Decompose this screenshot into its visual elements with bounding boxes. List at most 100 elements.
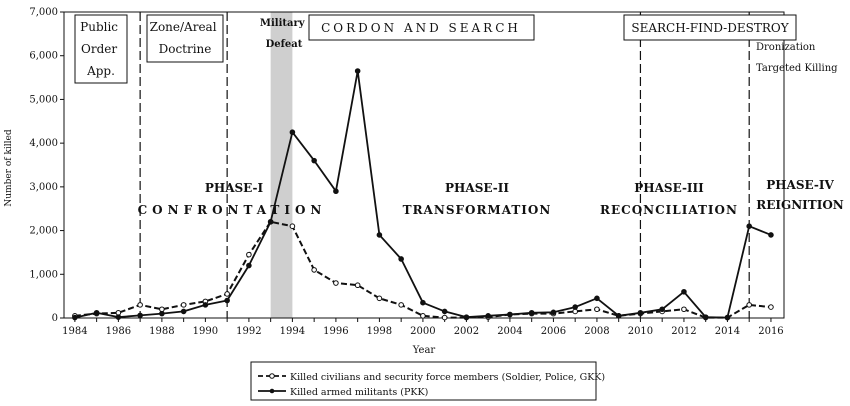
data-point-militants: [420, 299, 426, 306]
data-point-militants: [724, 314, 731, 321]
data-point-militants: [180, 308, 187, 315]
military-defeat-line-1: Military: [260, 18, 306, 29]
y-tick-label: 5,000: [29, 94, 58, 105]
y-axis: 0 1,000 2,000 3,000 4,000 5,000 6,000 7,000: [29, 7, 64, 324]
data-point-militants: [202, 302, 209, 308]
y-tick-label: 2,000: [29, 226, 58, 237]
data-point-militants: [93, 309, 100, 316]
phase-1-sub: CONFRONTATION: [138, 203, 327, 217]
public-order-line-1: Public: [80, 20, 118, 34]
data-point-civilians: [768, 304, 774, 310]
zone-doctrine-box: [146, 14, 224, 63]
data-point-militants: [333, 188, 339, 195]
x-tick-label: 1984: [62, 326, 87, 337]
phase-2-heading: PHASE-II: [445, 181, 509, 195]
x-tick-label: 2000: [410, 326, 435, 337]
x-tick-label: 1992: [236, 326, 261, 337]
y-tick-label: 6,000: [29, 51, 58, 62]
y-tick-label: 4,000: [29, 138, 58, 149]
data-point-civilians: [224, 291, 230, 297]
data-point-civilians: [398, 302, 404, 308]
x-tick-label: 1998: [367, 326, 392, 337]
military-defeat-line-2: Defeat: [266, 39, 303, 50]
x-tick-label: 2002: [454, 326, 479, 337]
data-point-civilians: [289, 223, 296, 229]
legend-marker-militants: [269, 388, 275, 394]
data-point-militants: [137, 312, 143, 319]
data-point-civilians: [311, 267, 317, 273]
public-order-line-2: Order: [81, 42, 117, 56]
data-point-militants: [246, 262, 252, 269]
x-axis-label: Year: [412, 345, 436, 356]
data-point-civilians: [441, 314, 448, 321]
data-point-civilians: [746, 302, 752, 308]
zone-doctrine-line-1: Zone/Areal: [150, 20, 217, 34]
data-point-militants: [702, 314, 709, 320]
data-point-militants: [637, 309, 644, 316]
data-point-civilians: [681, 306, 687, 313]
public-order-label: Public Order App.: [80, 20, 122, 78]
x-tick-label: 2016: [758, 326, 783, 337]
x-tick-label: 2004: [497, 326, 522, 337]
x-tick-label: 1996: [323, 326, 348, 337]
data-point-militants: [289, 129, 296, 136]
data-point-militants: [746, 223, 752, 229]
y-tick-label: 7,000: [29, 7, 58, 18]
x-axis: 1984 1986 1988 1990 1992 1994 1996 1998 2000 2002…: [62, 318, 784, 337]
y-tick-label: 1,000: [29, 269, 58, 280]
phase-3-heading: PHASE-III: [634, 181, 704, 195]
data-point-civilians: [180, 302, 187, 308]
data-point-civilians: [246, 251, 252, 258]
data-point-civilians: [594, 306, 600, 313]
cordon-search-label: CORDON AND SEARCH: [321, 21, 521, 35]
data-point-militants: [485, 313, 491, 319]
data-point-militants: [72, 314, 78, 321]
x-tick-label: 2014: [715, 326, 740, 337]
x-tick-label: 1994: [280, 326, 305, 337]
phase-dividers: [139, 12, 750, 318]
search-find-destroy-label: SEARCH-FIND-DESTROY: [631, 21, 789, 35]
legend-label-militants: Killed armed militants (PKK): [290, 387, 428, 398]
data-point-militants: [550, 309, 557, 316]
x-tick-label: 2008: [584, 326, 609, 337]
search-find-destroy-box: [623, 14, 797, 41]
phase-4-heading: PHASE-IV: [766, 178, 834, 192]
x-tick-label: 1986: [106, 326, 131, 337]
x-tick-label: 2010: [628, 326, 653, 337]
series-line-civilians: [74, 220, 772, 319]
y-tick-label: 0: [52, 313, 58, 324]
phase-3-sub: RECONCILIATION: [600, 203, 738, 217]
y-tick-label: 3,000: [29, 182, 58, 193]
data-point-militants: [398, 256, 404, 262]
legend-box: [250, 361, 597, 401]
data-point-militants: [768, 232, 774, 238]
dronization-note: Dronization: [756, 42, 816, 53]
phase-4-sub: REIGNITION: [756, 198, 844, 212]
data-point-militants: [267, 219, 274, 225]
phase-1-heading: PHASE-I: [205, 181, 264, 195]
data-point-civilians: [333, 280, 339, 286]
x-tick-label: 1990: [193, 326, 218, 337]
data-point-civilians: [137, 302, 143, 308]
military-defeat-label: Military Defeat: [260, 18, 308, 50]
data-point-militants: [594, 295, 600, 302]
zone-doctrine-line-2: Doctrine: [159, 42, 212, 56]
data-point-militants: [441, 308, 448, 315]
military-defeat-shade: [270, 12, 293, 318]
data-point-militants: [507, 311, 513, 318]
public-order-line-3: App.: [86, 64, 115, 78]
data-point-militants: [659, 306, 665, 313]
data-point-militants: [159, 310, 165, 317]
public-order-box: [74, 14, 128, 84]
x-tick-label: 2012: [671, 326, 696, 337]
data-point-militants: [115, 314, 122, 320]
x-tick-label: 2006: [541, 326, 566, 337]
data-point-militants: [528, 309, 535, 316]
data-point-militants: [354, 68, 361, 74]
data-point-militants: [615, 313, 622, 319]
zone-doctrine-label: Zone/Areal Doctrine: [150, 20, 221, 56]
y-axis-label: Number of killed: [4, 129, 14, 206]
legend-marker-civilians: [269, 373, 275, 379]
data-point-civilians: [354, 282, 361, 289]
